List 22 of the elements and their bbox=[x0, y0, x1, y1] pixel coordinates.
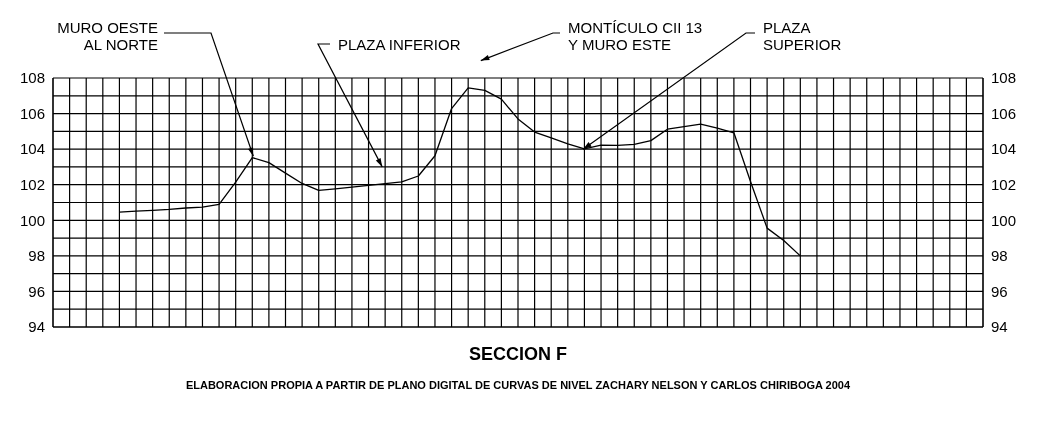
y2-tick-label: 106 bbox=[991, 104, 1017, 122]
text: ELABORACION PROPIA A PARTIR DE PLANO DIGITAL DE CURVAS DE NIVEL ZACHARY NELSON Y CARLOS CHIRIBOGA 2004 bbox=[184, 379, 852, 391]
text: PLAZA SUPERIOR bbox=[763, 19, 842, 53]
text: SECCION F bbox=[468, 344, 568, 365]
y-tick-label: 102 bbox=[19, 176, 45, 194]
text: PLAZA INFERIOR bbox=[338, 36, 461, 53]
y2-tick-label: 108 bbox=[991, 69, 1017, 87]
y-tick-label: 106 bbox=[19, 104, 45, 122]
y-tick-label: 98 bbox=[28, 247, 45, 265]
y2-tick-label: 104 bbox=[991, 140, 1017, 158]
y-tick-label: 96 bbox=[28, 282, 45, 300]
y2-tick-label: 98 bbox=[991, 247, 1008, 265]
y2-tick-label: 96 bbox=[991, 282, 1008, 300]
text: MURO OESTE AL NORTE bbox=[57, 19, 158, 53]
y-tick-label: 100 bbox=[19, 211, 45, 229]
y-tick-label: 94 bbox=[28, 318, 45, 336]
y2-tick-label: 94 bbox=[991, 318, 1008, 336]
y-tick-label: 104 bbox=[19, 140, 45, 158]
text: MONTÍCULO CII 13 Y MURO ESTE bbox=[568, 19, 703, 53]
y2-tick-label: 102 bbox=[991, 176, 1017, 194]
y2-tick-label: 100 bbox=[991, 211, 1017, 229]
y-tick-label: 108 bbox=[19, 69, 45, 87]
